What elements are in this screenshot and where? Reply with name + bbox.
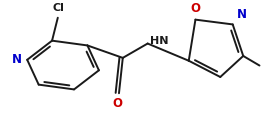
Text: HN: HN xyxy=(150,36,168,46)
Text: N: N xyxy=(11,53,22,66)
Text: Cl: Cl xyxy=(53,3,65,13)
Text: O: O xyxy=(112,97,122,110)
Text: O: O xyxy=(190,2,200,15)
Text: N: N xyxy=(237,8,246,21)
